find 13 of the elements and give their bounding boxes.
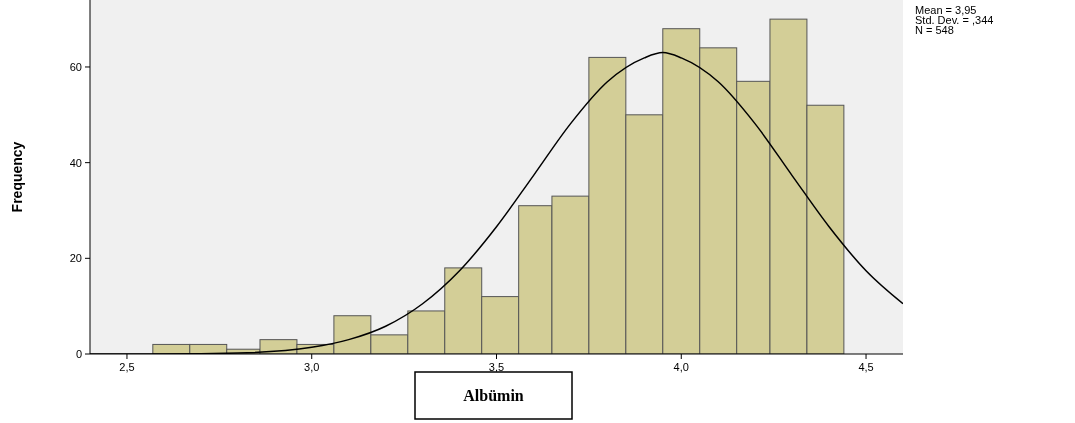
text: N = 548: [915, 24, 954, 36]
text: Mean = 3,95: [915, 4, 977, 16]
x-axis-title: Albümin: [463, 387, 524, 404]
y-tick-label: 20: [69, 252, 82, 265]
x-tick-label: 3,0: [304, 361, 320, 373]
y-tick-label: 40: [69, 156, 82, 169]
x-tick-label: 4,0: [673, 361, 689, 373]
y-axis-title: Frequency: [9, 141, 25, 213]
x-tick-label: 3,5: [488, 361, 505, 373]
y-tick-label: 60: [69, 60, 82, 73]
x-tick-label: 4,5: [858, 361, 874, 373]
y-tick-label: 0: [75, 348, 82, 360]
x-tick-label: 2,5: [119, 361, 135, 373]
